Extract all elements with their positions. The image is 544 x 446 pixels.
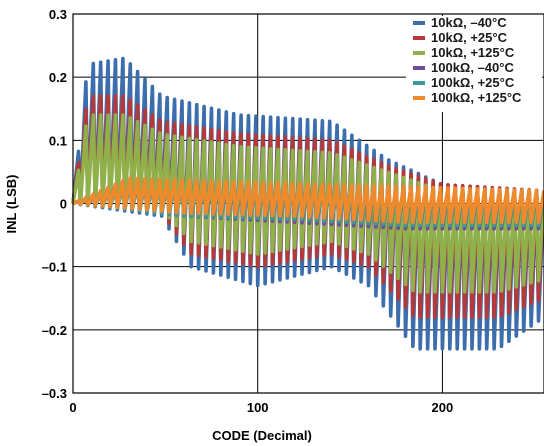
y-tick-label: 0.2: [49, 70, 67, 85]
chart-series-layer: [71, 56, 544, 351]
legend-entry-4: 100kΩ, +25°C: [431, 75, 515, 90]
y-tick-label: 0.1: [49, 133, 67, 148]
x-tick-label: 100: [247, 400, 269, 415]
y-axis-label: INL (LSB): [4, 175, 19, 234]
y-tick-label: –0.2: [42, 323, 67, 338]
y-tick-label: 0: [60, 197, 67, 212]
x-tick-label: 0: [69, 400, 76, 415]
y-tick-label: –0.1: [42, 260, 67, 275]
legend-entry-1: 10kΩ, +25°C: [431, 30, 508, 45]
y-tick-label: –0.3: [42, 386, 67, 401]
x-axis-label: CODE (Decimal): [212, 428, 312, 443]
y-tick-labels: –0.3 –0.2 –0.1 0 0.1 0.2 0.3: [42, 7, 67, 401]
legend-entry-0: 10kΩ, –40°C: [431, 15, 507, 30]
legend-background: [406, 16, 542, 112]
x-tick-labels: 0 100 200: [69, 400, 453, 415]
legend-entry-3: 100kΩ, –40°C: [431, 60, 514, 75]
legend-entry-5: 100kΩ, +125°C: [431, 90, 522, 105]
series-line-5: [72, 176, 544, 225]
x-tick-label: 200: [432, 400, 454, 415]
plot-frame: [72, 13, 544, 394]
legend-entry-2: 10kΩ, +125°C: [431, 45, 515, 60]
y-tick-label: 0.3: [49, 7, 67, 22]
